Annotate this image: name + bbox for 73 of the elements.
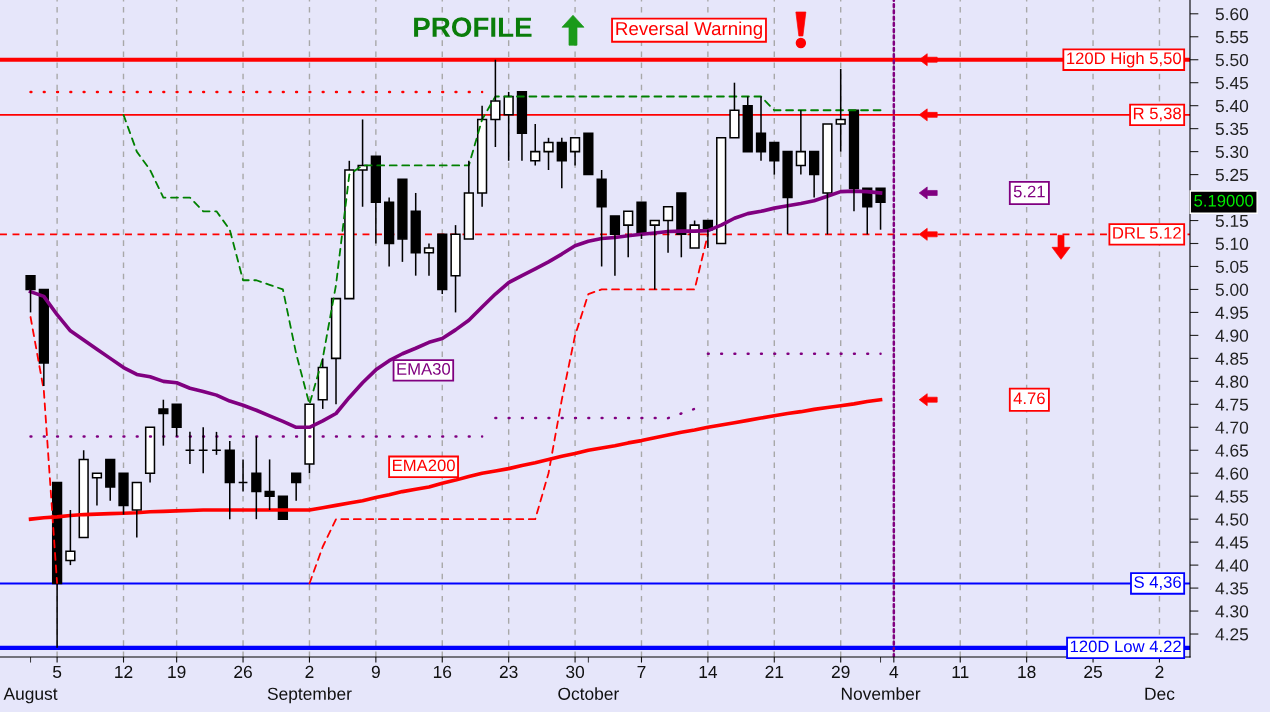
x-tick-label: 9	[371, 665, 380, 679]
x-tick-label: November	[841, 687, 921, 700]
x-tick-label: 14	[699, 665, 718, 678]
y-tick-label: 5.40	[1215, 99, 1249, 113]
y-tick-label: 4.85	[1215, 352, 1249, 365]
candlestick	[556, 137, 567, 190]
text: 5.19000	[1194, 194, 1254, 207]
candlestick	[755, 95, 767, 162]
y-tick-label: 4.95	[1215, 306, 1249, 319]
y-tick-label: 4.55	[1215, 490, 1249, 503]
x-tick-label: October	[558, 687, 619, 700]
text: Reversal Warning	[616, 21, 762, 39]
ref-line-label: R 5,38	[1133, 107, 1181, 122]
x-tick-label: 12	[115, 665, 133, 678]
candlestick	[530, 123, 541, 167]
y-tick-label: 5.55	[1215, 31, 1249, 44]
y-tick-label: 5.15	[1215, 214, 1249, 227]
series-label: EMA200	[392, 459, 455, 472]
y-tick-label: 4.35	[1215, 582, 1249, 595]
ref-line-label: 120D Low 4.22	[1070, 640, 1181, 653]
line-series	[122, 95, 882, 406]
y-tick-label: 5.60	[1215, 7, 1249, 21]
x-tick-label: 7	[637, 665, 646, 678]
y-tick-label: 4.60	[1215, 467, 1249, 480]
y-tick-label: 4.70	[1215, 421, 1249, 434]
y-tick-label: 5.30	[1215, 145, 1249, 159]
x-tick-label: 5	[52, 665, 62, 679]
y-tick-label: 5.10	[1215, 237, 1249, 250]
y-tick-label: 4.40	[1215, 559, 1249, 572]
candlestick	[410, 192, 421, 277]
y-tick-label: 5.45	[1215, 77, 1249, 90]
y-tick-label: 4.25	[1215, 628, 1249, 641]
ref-line-label: S 4,36	[1134, 576, 1181, 590]
x-tick-label: 30	[566, 665, 585, 679]
y-tick-label: 5.00	[1215, 283, 1249, 296]
x-tick-label: August	[3, 687, 58, 704]
candlestick	[795, 109, 807, 176]
y-tick-label: 5.50	[1215, 53, 1249, 67]
candlestick	[476, 104, 488, 208]
candlestick	[251, 435, 262, 520]
y-tick-label: 4.50	[1215, 513, 1249, 526]
x-tick-label: 4	[889, 665, 899, 678]
y-tick-label: 5.05	[1215, 260, 1249, 273]
x-tick-label: 19	[168, 665, 186, 679]
x-tick-label: 29	[831, 665, 850, 679]
candlestick	[423, 242, 435, 277]
candlestick	[490, 58, 501, 148]
series-label: EMA30	[397, 363, 451, 375]
x-tick-label: 26	[234, 665, 252, 679]
candlestick	[383, 196, 395, 268]
y-tick-label: 4.75	[1215, 398, 1249, 411]
x-tick-label: 21	[765, 665, 784, 678]
x-tick-label: 2 September	[267, 665, 352, 704]
y-tick-label: 5.35	[1215, 122, 1249, 136]
y-tick-label: 4.80	[1215, 375, 1249, 388]
candlestick	[835, 68, 846, 153]
y-tick-label: 5.25	[1215, 168, 1249, 182]
x-tick-label: 2 Dec	[1145, 665, 1175, 700]
ref-line-label: DRL 5.12	[1113, 226, 1181, 239]
y-tick-label: 4.65	[1215, 444, 1249, 457]
chart-title: PROFILE	[414, 17, 532, 38]
x-tick-label: 18	[1018, 665, 1036, 679]
x-tick-label: 11	[952, 665, 969, 678]
y-tick-label: 4.45	[1215, 536, 1249, 549]
annotation: 5.21	[1013, 185, 1045, 198]
y-tick-label: 4.30	[1215, 605, 1249, 618]
ref-line-label: 120D High 5,50	[1067, 51, 1182, 68]
x-tick-label: 16	[433, 665, 452, 679]
y-tick-label: 4.90	[1215, 329, 1249, 342]
x-tick-label: 23	[499, 665, 518, 679]
annotation: 4.76	[1013, 392, 1045, 405]
candlestick	[224, 440, 235, 520]
x-tick-label: 25	[1084, 665, 1102, 679]
